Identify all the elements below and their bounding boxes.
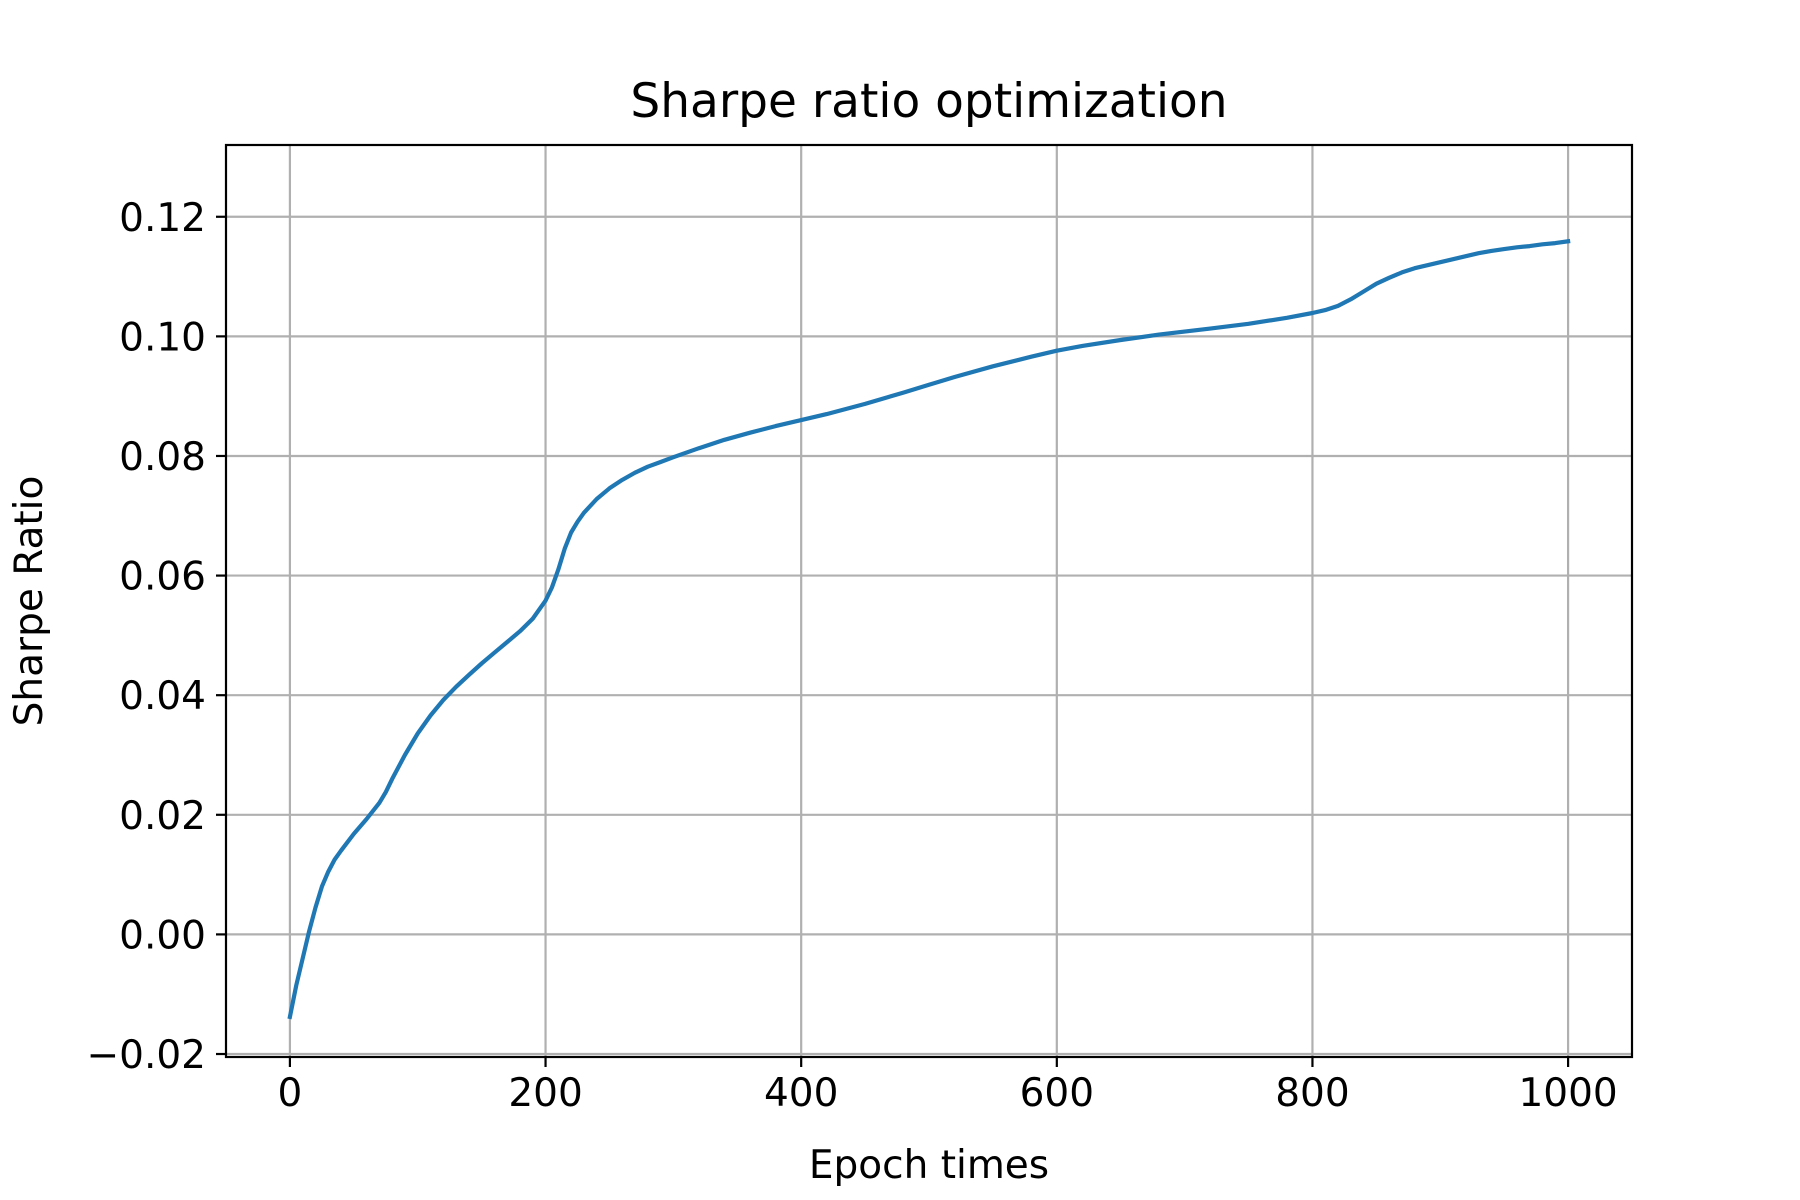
y-tick-label: 0.06	[119, 555, 206, 600]
y-axis-ticks: −0.02 0.00 0.02 0.04 0.06 0.08 0.10 0.12	[86, 196, 226, 1078]
x-axis-ticks: 0 200 400 600 800 1000	[277, 1057, 1618, 1116]
x-axis-label: Epoch times	[809, 1143, 1049, 1188]
y-tick-label: 0.04	[119, 674, 206, 719]
x-tick-label: 800	[1275, 1071, 1349, 1116]
chart-title: Sharpe ratio optimization	[630, 74, 1227, 129]
y-axis-label: Sharpe Ratio	[7, 476, 52, 727]
x-tick-label: 1000	[1518, 1071, 1617, 1116]
plot-area-frame	[224, 143, 1634, 1059]
x-tick-label: 0	[277, 1071, 302, 1116]
y-tick-label: 0.12	[119, 196, 206, 241]
y-tick-label: −0.02	[86, 1033, 206, 1078]
x-tick-label: 400	[764, 1071, 838, 1116]
grid-lines	[226, 145, 1632, 1057]
y-tick-label: 0.08	[119, 435, 206, 480]
y-tick-label: 0.10	[119, 315, 206, 360]
x-tick-label: 200	[508, 1071, 582, 1116]
y-tick-label: 0.00	[119, 913, 206, 958]
x-tick-label: 600	[1020, 1071, 1094, 1116]
y-tick-label: 0.02	[119, 794, 206, 839]
sharpe-ratio-line	[287, 238, 1571, 1020]
